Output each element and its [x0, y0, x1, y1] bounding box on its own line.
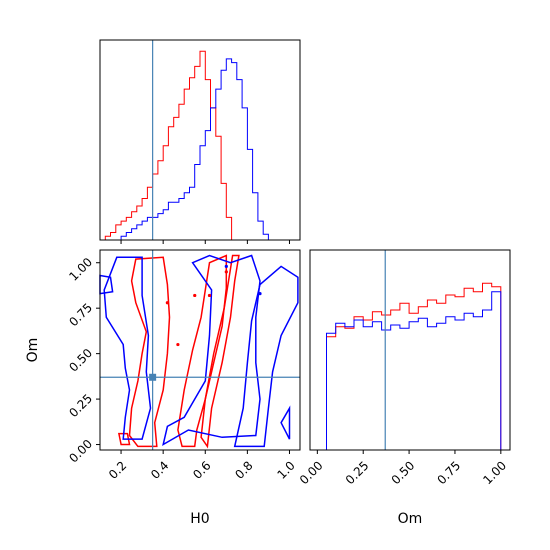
- contour-line-blue-6: [233, 265, 299, 448]
- contour-ytick-label: 0.75: [66, 300, 95, 329]
- om-hist-xtick-label: 0.25: [343, 458, 372, 487]
- contour-ytick-label: 0.50: [66, 346, 95, 375]
- contour-line-blue-5: [162, 254, 261, 447]
- contour-xtick-label: 0.2: [106, 458, 129, 481]
- om-hist-xtick-label: 0.50: [389, 458, 418, 487]
- contour-xtick-label: 1.0: [274, 458, 297, 481]
- truth-marker: [149, 373, 157, 381]
- contour-line-red-0: [128, 256, 171, 448]
- contour-frame: [99, 249, 301, 451]
- contour-ytick-label: 0.00: [66, 437, 95, 466]
- om-hist-xtick-label: 1.00: [480, 458, 509, 487]
- om-histogram-panel: 0.00 0.25 0.50 0.75 1.00 Om: [297, 249, 511, 527]
- contour-dot-red: [207, 293, 212, 298]
- x-axis-label-h0: H0: [190, 511, 209, 527]
- contour-line-red-2: [200, 254, 240, 449]
- contour-dot-blue: [224, 264, 228, 268]
- om-hist-step-series-0: [317, 282, 502, 451]
- contour-line-blue-4: [103, 256, 152, 440]
- om-hist-xtick-label: 0.75: [435, 458, 464, 487]
- contour-dot-red: [224, 270, 228, 274]
- h0-histogram-frame: [99, 39, 301, 241]
- contour-ytick-label: 0.25: [66, 391, 95, 420]
- h0-histogram-panel: [99, 39, 301, 244]
- contour-ytick-label: 1.00: [66, 255, 95, 284]
- y-axis-label-om: Om: [25, 338, 41, 363]
- h0-hist-step-series-0: [100, 50, 279, 241]
- contour-dot-red: [176, 342, 180, 347]
- contour-line-red-3: [117, 432, 131, 446]
- om-hist-step-series-1: [317, 291, 502, 451]
- contour-dot-red: [193, 293, 197, 298]
- contour-line-red-1: [177, 254, 228, 448]
- contour-line-blue-8: [280, 405, 291, 440]
- om-histogram-frame: [309, 249, 511, 451]
- h0-hist-step-series-1: [100, 58, 279, 241]
- contour-xtick-label: 0.6: [190, 458, 213, 481]
- contour-dot-red: [165, 301, 169, 305]
- om-hist-xtick-label: 0.00: [297, 458, 326, 487]
- contour-dot-blue: [258, 292, 262, 296]
- x-axis-label-om: Om: [398, 511, 423, 527]
- h0-om-contour-panel: 0.2 0.4 0.6 0.8 1.0 0.00 0.25 0.50 0.75 1.00 H0 O…: [25, 249, 301, 527]
- contour-xtick-label: 0.4: [148, 458, 171, 481]
- contour-xtick-label: 0.8: [232, 458, 255, 481]
